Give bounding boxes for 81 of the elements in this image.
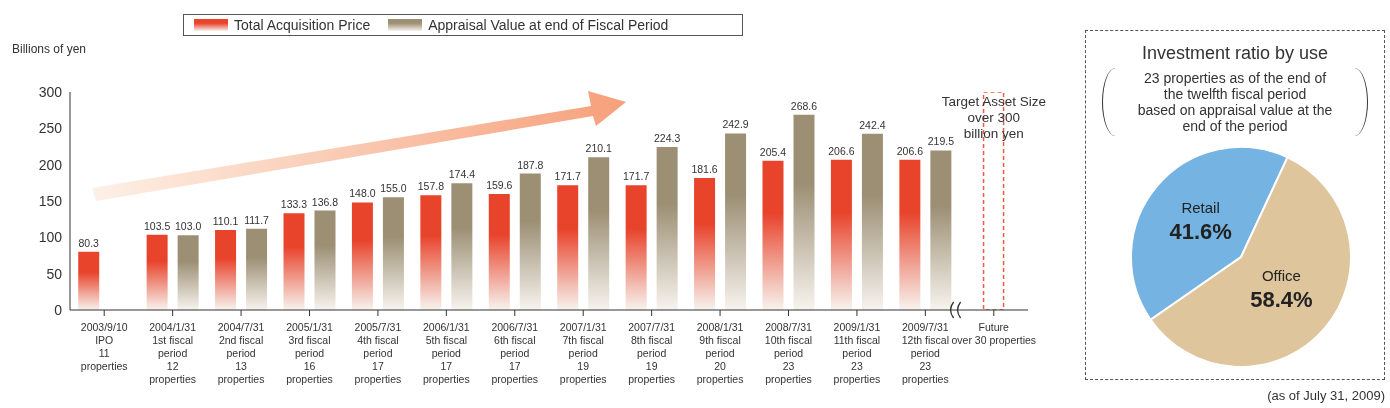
bar [899, 159, 921, 310]
bar [215, 229, 237, 310]
data-label: 155.0 [380, 182, 407, 195]
data-label: 205.4 [759, 145, 787, 158]
data-label: 171.7 [554, 170, 582, 183]
text: (as of July 31, 2009) [1266, 388, 1385, 403]
bar [246, 228, 268, 310]
data-label: 41.6% [1169, 218, 1232, 244]
bar [762, 160, 784, 310]
bar [382, 197, 404, 310]
data-label: 174.4 [448, 168, 476, 181]
legend-label: Appraisal Value at end of Fiscal Period [427, 17, 669, 33]
x-tick-label: 2004/1/31 1st fiscal period 12 properties [149, 321, 197, 385]
bar [557, 185, 579, 310]
slice-label: Office [1261, 267, 1301, 285]
bar [314, 210, 336, 310]
data-label: 242.4 [859, 118, 886, 131]
bar [930, 150, 952, 310]
data-label: 224.3 [654, 132, 681, 145]
bar [830, 159, 852, 310]
y-tick-label: 50 [46, 265, 63, 282]
y-tick-label: 150 [38, 192, 63, 209]
x-tick-label: 2003/9/10 IPO 11 properties [80, 321, 128, 372]
x-tick-label: 2009/1/31 11th fiscal period 23 properties [833, 321, 881, 385]
y-tick-label: 300 [38, 83, 63, 100]
bar [451, 183, 473, 310]
data-label: 171.7 [623, 170, 650, 183]
data-label: 103.0 [175, 220, 202, 233]
legend-label: Total Acquisition Price [233, 17, 371, 33]
data-label: 210.1 [585, 142, 613, 155]
x-tick-label: 2004/7/31 2nd fiscal period 13 properties [217, 321, 265, 385]
x-tick-label: 2009/7/31 12th fiscal period 23 properties [901, 321, 949, 385]
bar [146, 234, 168, 310]
y-tick-label: 200 [38, 156, 63, 173]
bar [177, 235, 199, 310]
bar [519, 173, 541, 310]
chart-title: Investment ratio by use [1140, 43, 1330, 64]
x-tick-label: 2005/7/31 4th fiscal period 17 properties [354, 321, 402, 385]
bar [488, 194, 510, 310]
x-tick-label: 2005/1/31 3rd fiscal period 16 properties [286, 321, 334, 385]
data-label: 103.5 [144, 219, 171, 232]
bar [861, 133, 883, 310]
bar [351, 202, 373, 310]
bar [656, 147, 678, 310]
slice-label: Retail [1181, 198, 1220, 216]
data-label: 242.9 [722, 118, 749, 131]
x-tick-label: 2006/7/31 6th fiscal period 17 properties [491, 321, 539, 385]
data-label: 110.1 [212, 214, 239, 227]
x-tick-label: 2006/1/31 5th fiscal period 17 properties [423, 321, 470, 385]
bar [283, 213, 305, 310]
data-label: 219.5 [927, 135, 955, 148]
x-tick-label: 2008/1/31 9th fiscal period 20 properties [696, 321, 744, 385]
y-tick-label: 0 [54, 301, 63, 318]
bar [793, 114, 815, 310]
data-label: 159.6 [486, 179, 513, 192]
x-tick-label: 2008/7/31 10th fiscal period 23 properties [764, 321, 813, 385]
y-tick-label: 100 [38, 229, 63, 246]
x-tick-label: 2007/7/31 8th fiscal period 19 properties [628, 321, 676, 385]
data-label: 268.6 [790, 99, 818, 112]
data-label: 80.3 [78, 236, 100, 249]
bar [725, 133, 747, 310]
chart-subtitle: 23 properties as of the end of the twelfth fiscal period based on appraisal value at the end of the period [1102, 68, 1368, 136]
data-label: 181.6 [691, 163, 718, 176]
x-tick-label: Future over 30 properties [951, 321, 1037, 346]
bar [694, 178, 716, 310]
data-label: 133.3 [280, 198, 308, 211]
data-label: 157.8 [417, 180, 445, 193]
data-label: 187.8 [517, 158, 544, 171]
y-axis-title: Billions of yen [12, 42, 87, 56]
data-label: 111.7 [244, 213, 270, 226]
y-tick-label: 250 [38, 120, 63, 137]
bar [625, 185, 647, 310]
bar [420, 195, 442, 310]
bar [78, 251, 100, 310]
data-label: 206.6 [896, 144, 924, 157]
data-label: 206.6 [828, 144, 855, 157]
data-label: 58.4% [1250, 287, 1313, 313]
data-label: 136.8 [311, 195, 339, 208]
x-tick-label: 2007/1/31 7th fiscal period 19 properties [559, 321, 607, 385]
data-label: 148.0 [349, 187, 376, 200]
bar [588, 157, 610, 310]
